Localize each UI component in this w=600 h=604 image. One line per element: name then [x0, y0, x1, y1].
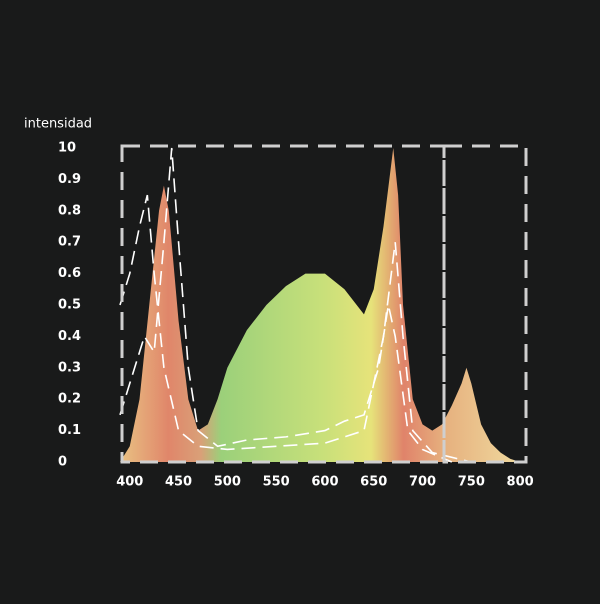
y-tick-label: 0.4 [58, 329, 81, 344]
dashed-line [119, 147, 453, 463]
y-tick-label: 0.8 [58, 203, 81, 218]
x-tick-label: 450 [165, 475, 192, 490]
x-tick-label: 750 [458, 475, 485, 490]
y-tick-label: 0.7 [58, 235, 81, 250]
x-tick-label: 550 [263, 475, 290, 490]
frame [120, 144, 446, 464]
dashed-line [119, 194, 472, 463]
x-tick-label: 700 [409, 475, 436, 490]
y-tick-label: 0.2 [58, 392, 81, 407]
y-tick-label: 0.1 [58, 423, 81, 438]
y-tick-label: 0.3 [58, 360, 81, 375]
x-tick-label: 400 [116, 475, 143, 490]
plot-area [119, 147, 521, 463]
y-tick-label: 0 [58, 455, 67, 470]
x-tick-label: 650 [360, 475, 387, 490]
frame [442, 144, 528, 464]
y-tick-label: 0.5 [58, 298, 81, 313]
spectrum-area [120, 148, 521, 462]
x-tick-label: 600 [311, 475, 338, 490]
y-tick-label: 0.6 [58, 266, 81, 281]
y-tick-label: 0.9 [58, 172, 81, 187]
y-tick-label: 10 [58, 141, 76, 156]
x-tick-label: 500 [214, 475, 241, 490]
x-tick-label: 800 [507, 475, 534, 490]
y-axis-label: intensidad [24, 117, 92, 132]
